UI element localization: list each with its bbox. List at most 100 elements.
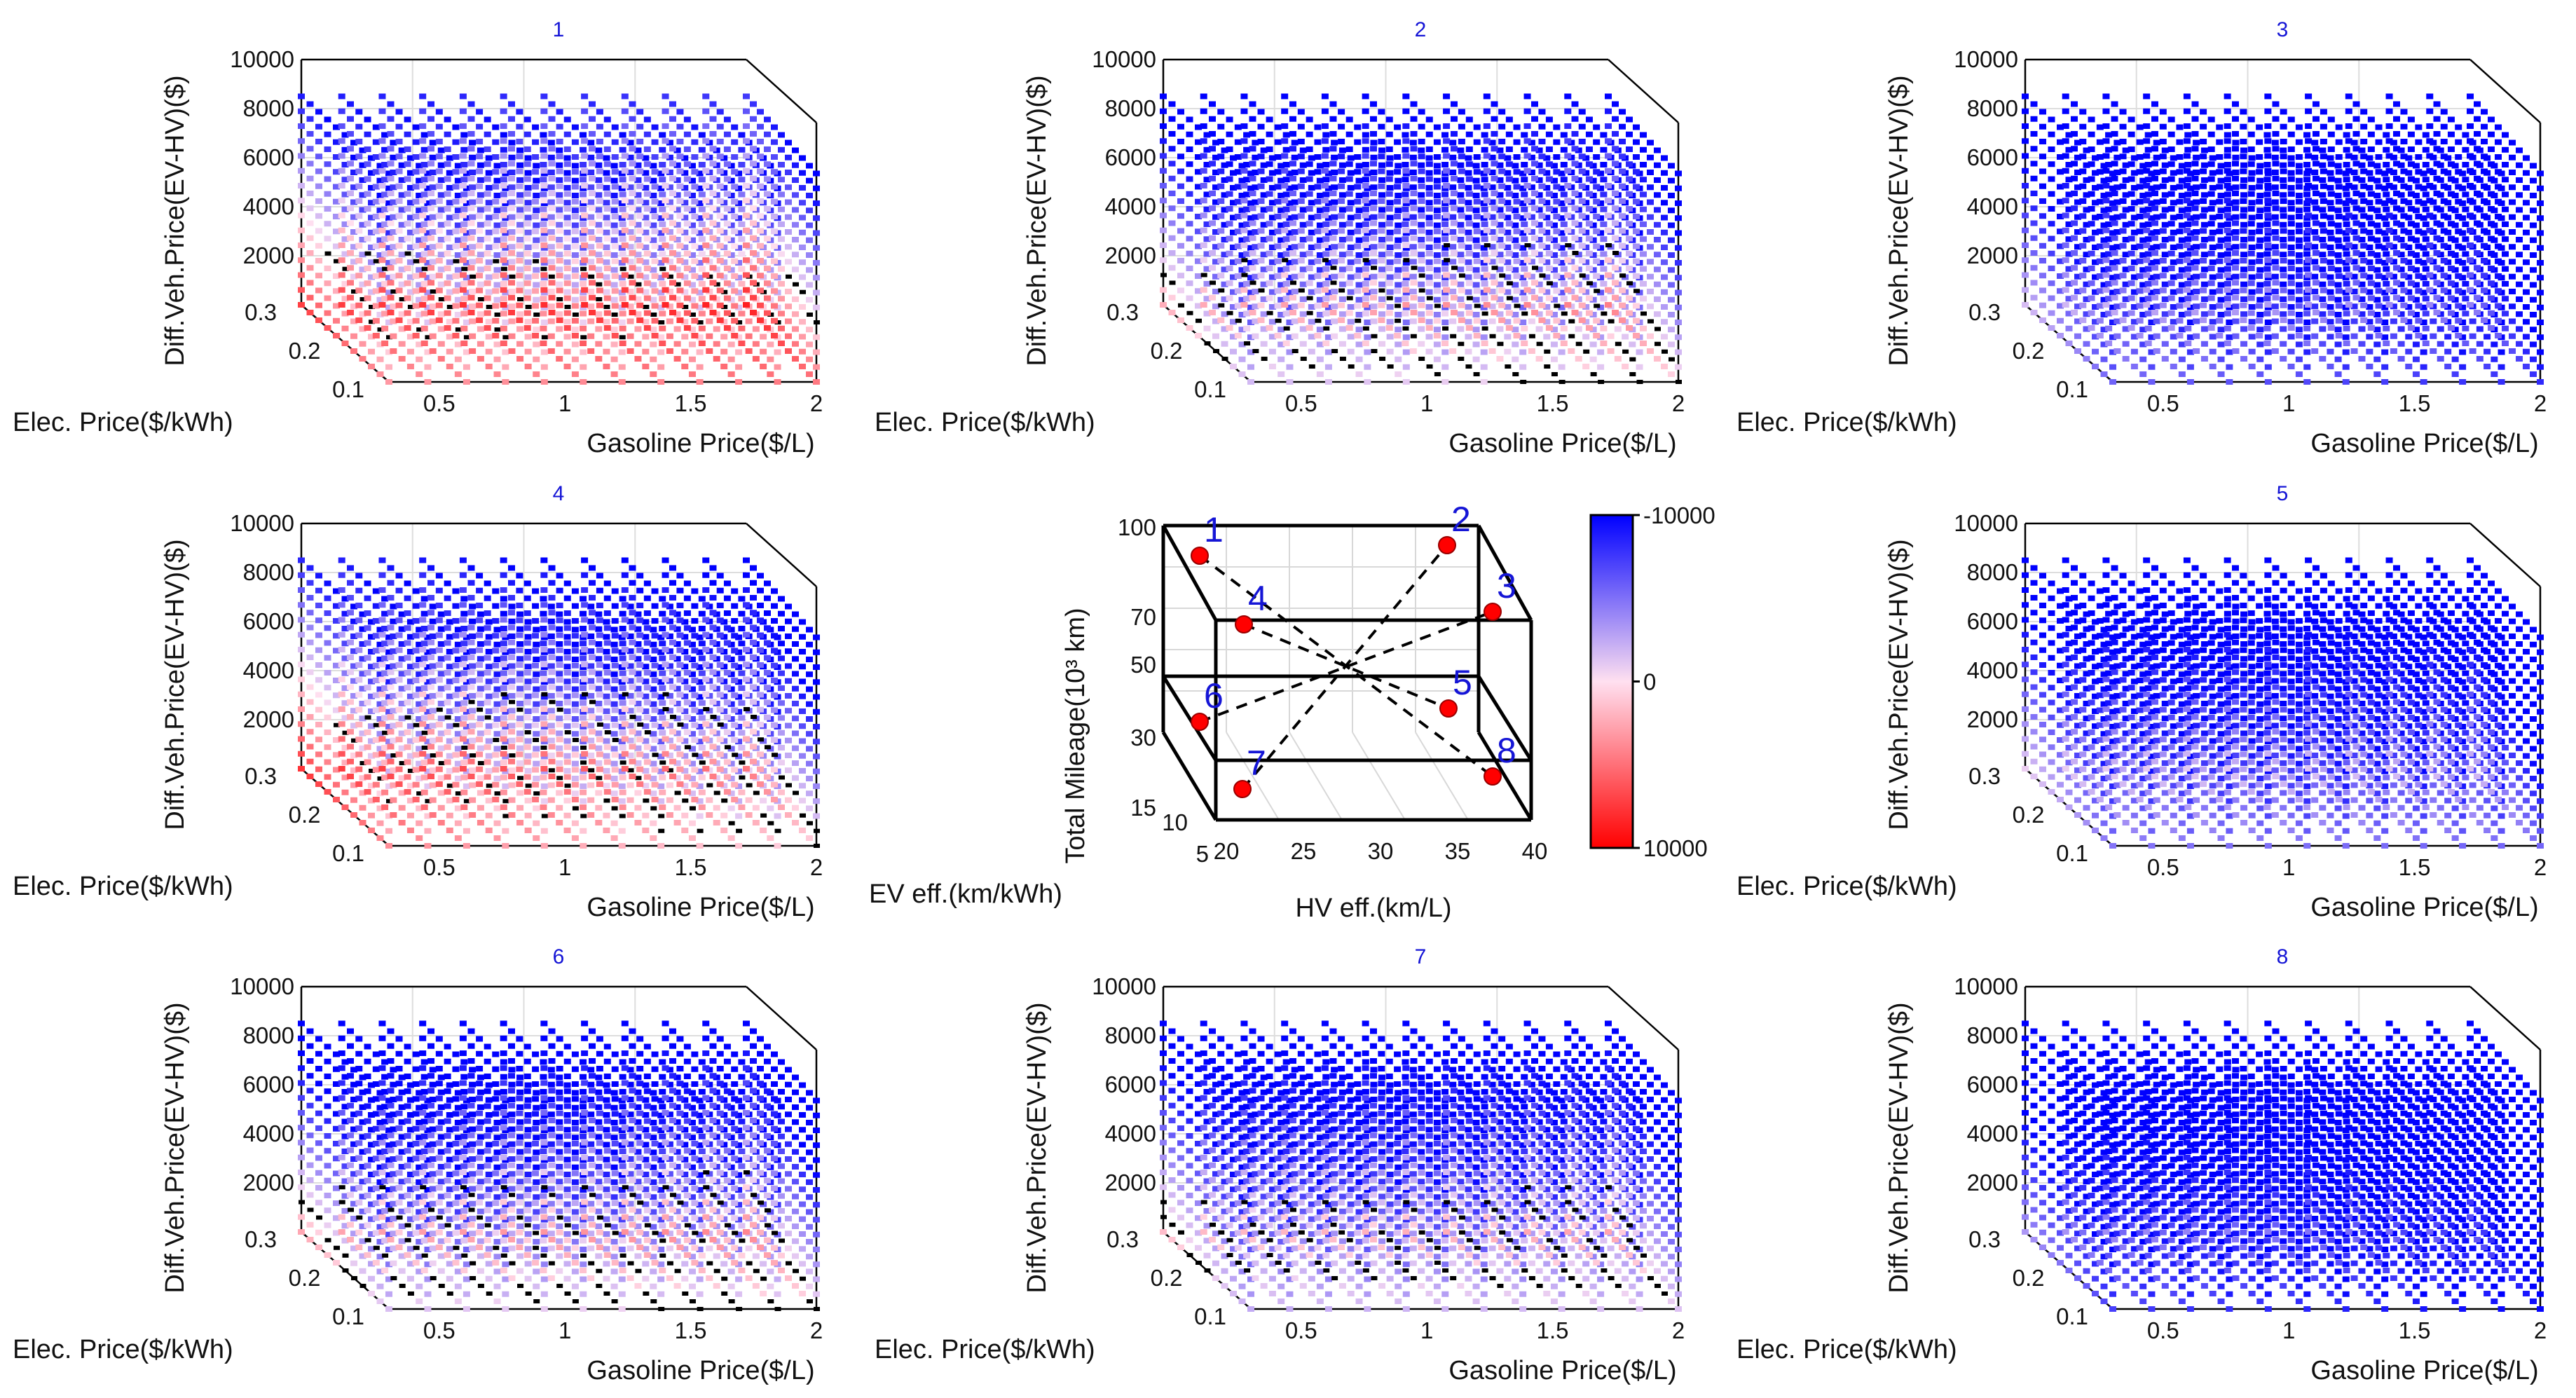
data-point — [563, 245, 571, 250]
data-point — [1226, 280, 1233, 287]
surface-mark — [658, 320, 665, 324]
data-point — [347, 265, 354, 271]
data-point — [1238, 341, 1246, 348]
data-point — [1362, 227, 1369, 233]
data-point — [467, 116, 475, 122]
data-point — [1619, 287, 1626, 294]
data-point — [1425, 274, 1433, 280]
data-point — [580, 349, 587, 355]
data-point — [735, 245, 743, 251]
data-point — [2271, 259, 2279, 265]
data-point — [1370, 250, 1377, 256]
data-point — [556, 311, 563, 317]
data-point — [1491, 191, 1498, 196]
data-point — [1465, 185, 1472, 191]
data-point — [355, 287, 363, 294]
data-point — [1619, 258, 1626, 263]
data-point — [792, 207, 799, 213]
data-point — [378, 272, 386, 278]
data-point — [1316, 163, 1324, 169]
data-point — [1619, 153, 1626, 160]
data-point — [2167, 295, 2175, 301]
data-point — [1582, 274, 1590, 280]
data-point — [709, 175, 717, 181]
data-point — [420, 221, 428, 227]
data-point — [485, 170, 493, 176]
data-point — [2122, 162, 2130, 168]
data-point — [757, 213, 764, 219]
data-point — [1418, 147, 1425, 153]
data-point — [1465, 116, 1473, 123]
data-point — [1321, 198, 1329, 204]
data-point — [563, 176, 571, 182]
data-point — [446, 319, 453, 325]
data-point — [516, 109, 523, 115]
data-point — [1338, 177, 1346, 183]
data-point — [1504, 214, 1512, 221]
data-point — [2256, 184, 2263, 190]
data-point — [1647, 289, 1654, 294]
data-point — [611, 317, 619, 324]
data-point — [1277, 312, 1285, 317]
data-point — [355, 153, 363, 160]
data-point — [2186, 185, 2194, 191]
data-point — [2170, 289, 2177, 295]
data-point — [1402, 167, 1410, 174]
data-point — [1402, 310, 1409, 317]
data-point — [306, 310, 314, 315]
data-point — [1386, 274, 1394, 280]
x-tick-labels: 0.5 1 1.5 2 — [423, 390, 823, 416]
data-point — [757, 317, 764, 323]
data-point — [1286, 230, 1294, 236]
data-point — [1186, 295, 1193, 301]
data-point — [1473, 198, 1481, 205]
data-point — [716, 242, 724, 249]
data-point — [1316, 177, 1324, 184]
data-point — [1168, 235, 1176, 241]
data-point — [743, 93, 750, 100]
data-point — [688, 296, 696, 303]
data-point — [1647, 170, 1654, 175]
surface-mark — [786, 274, 792, 279]
data-point — [626, 303, 634, 310]
data-point — [563, 131, 571, 137]
data-point — [727, 371, 735, 377]
data-point — [1633, 273, 1640, 279]
data-point — [2030, 131, 2038, 137]
data-point — [1338, 266, 1346, 273]
data-point — [698, 266, 706, 272]
data-point — [516, 302, 523, 308]
surface-mark — [1275, 318, 1282, 323]
data-point — [1597, 349, 1605, 355]
data-point — [611, 154, 619, 160]
data-point — [621, 272, 629, 278]
data-point — [502, 349, 509, 355]
data-point — [350, 139, 357, 146]
data-point — [395, 198, 403, 204]
data-point — [387, 205, 395, 212]
data-point — [2151, 131, 2158, 137]
data-point — [460, 162, 468, 167]
data-point — [1354, 139, 1362, 145]
data-point — [2167, 191, 2175, 197]
data-point — [1443, 287, 1451, 293]
data-point — [2071, 205, 2078, 212]
data-point — [1449, 303, 1457, 310]
data-point — [2136, 258, 2144, 264]
data-point — [2057, 333, 2064, 338]
data-point — [676, 287, 684, 294]
surface-mark — [1622, 349, 1629, 354]
surface-mark — [1200, 273, 1207, 277]
data-point — [454, 341, 462, 348]
data-point — [706, 333, 713, 339]
data-point — [2287, 304, 2295, 310]
data-point — [1286, 260, 1294, 266]
data-point — [634, 311, 642, 317]
data-point — [2209, 289, 2217, 295]
data-point — [1558, 245, 1566, 251]
data-point — [1558, 170, 1566, 177]
data-point — [1409, 348, 1417, 354]
data-point — [1626, 250, 1633, 256]
data-point — [1483, 167, 1491, 174]
data-point — [657, 275, 665, 281]
